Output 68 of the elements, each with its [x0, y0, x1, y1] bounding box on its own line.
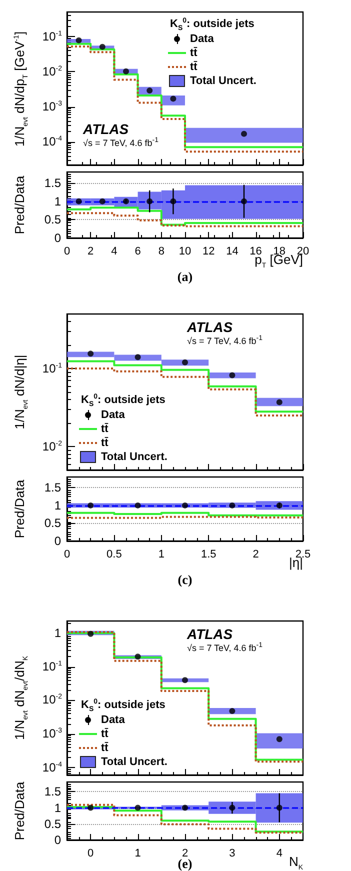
legend-label: tt̄ [101, 728, 108, 740]
x-tick-label: 16 [250, 246, 262, 258]
y-tick-label: 10$^{-4}$ [42, 134, 62, 148]
x-axis-title: N$_{K}$ [288, 854, 303, 871]
y-tick-label: 10$^{-1}$ [42, 659, 62, 674]
y-tick-label: 1.5 [44, 176, 62, 190]
y-tick-label: 0.5 [44, 816, 62, 831]
legend-label: Data [101, 409, 125, 421]
x-tick-label: 10 [178, 246, 192, 258]
y-tick-label: 1 [54, 800, 62, 815]
legend-label: Total Uncert. [101, 451, 168, 463]
legend-label: Data [101, 714, 125, 726]
y-axis-title: Pred/Data [12, 480, 28, 538]
x-tick-label: 8 [158, 246, 164, 258]
y-tick-label: 1.5 [44, 480, 62, 495]
x-tick-label: 2 [252, 548, 259, 560]
x-tick-label: 4 [111, 246, 118, 258]
x-tick-label: 1.5 [200, 548, 216, 560]
legend-label: Total Uncert. [101, 756, 168, 768]
legend-label: Total Uncert. [190, 75, 256, 88]
y-tick-label: 10$^{-2}$ [42, 64, 62, 78]
annotation: √s = 7 TeV, 4.6 fb$^{-1}$ [187, 335, 262, 348]
x-tick-label: 1 [134, 848, 141, 860]
y-tick-label: 0 [54, 231, 62, 245]
x-tick-label: 14 [226, 246, 238, 258]
x-tick-label: 12 [202, 246, 215, 258]
legend-label: tt̄ [101, 423, 108, 435]
legend-title: K$_{S}$$^{0}$: outside jets [81, 698, 166, 714]
legend-label: Data [190, 33, 214, 46]
y-axis-title: Pred/Data [12, 782, 28, 840]
x-tick-label: 0 [64, 246, 70, 258]
y-tick-label: 1.5 [44, 784, 62, 799]
y-tick-label: 10$^{-3}$ [42, 99, 62, 114]
y-axis-title: Pred/Data [12, 176, 28, 234]
x-tick-label: 2 [88, 246, 94, 258]
x-tick-label: 0 [88, 848, 94, 860]
y-tick-label: 10$^{-2}$ [42, 692, 62, 707]
x-tick-label: 6 [134, 246, 141, 258]
y-tick-label: 1 [54, 498, 62, 512]
annotation: ATLAS [83, 120, 130, 138]
y-tick-label: 1 [54, 626, 62, 640]
y-tick-label: 0.5 [44, 212, 62, 227]
y-tick-label: 1 [54, 194, 62, 208]
legend-label: tt̄ [101, 742, 108, 754]
y-tick-label: 10$^{-1}$ [42, 360, 62, 376]
annotation: ATLAS [187, 626, 234, 642]
x-tick-label: 4 [276, 848, 282, 860]
legend-label: tt̄ [101, 437, 108, 449]
annotation: ATLAS [187, 319, 234, 336]
legend-title: K$_{S}$$^{0}$: outside jets [81, 393, 166, 408]
text: (c) [178, 572, 192, 588]
y-tick-label: 10$^{-1}$ [42, 28, 62, 44]
annotation: √s = 7 TeV, 4.6 fb$^{-1}$ [187, 642, 262, 654]
y-tick-label: 0 [54, 534, 62, 548]
x-tick-label: 0.5 [106, 548, 122, 560]
x-tick-label: 3 [229, 848, 236, 860]
annotation: √s = 7 TeV, 4.6 fb$^{-1}$ [83, 137, 158, 149]
x-tick-label: 1 [158, 548, 164, 560]
y-tick-label: 10$^{-4}$ [42, 760, 62, 774]
text: (a) [177, 269, 193, 284]
legend-title: K$_{S}$$^{0}$: outside jets [170, 17, 256, 32]
y-tick-label: 10$^{-3}$ [42, 726, 62, 741]
y-tick-label: 10$^{-2}$ [42, 438, 62, 454]
legend-label: tt̄ [190, 47, 198, 60]
y-tick-label: 0 [54, 833, 62, 847]
y-tick-label: 0.5 [44, 516, 62, 530]
legend-label: tt̄ [190, 61, 198, 74]
x-tick-label: 0 [64, 548, 70, 560]
